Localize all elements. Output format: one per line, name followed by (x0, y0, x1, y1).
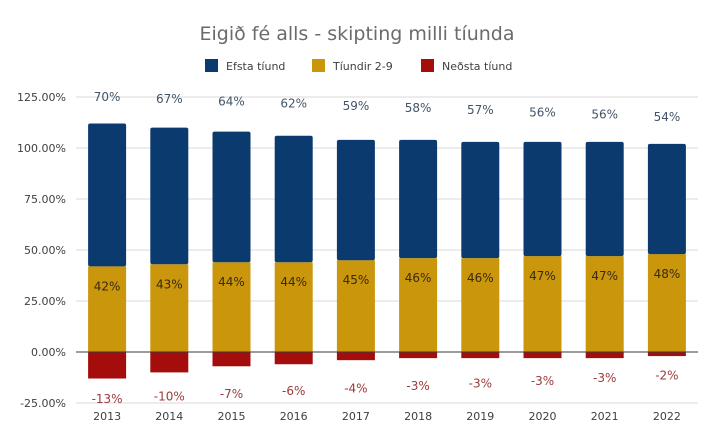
data-label-efsta: 56% (529, 105, 556, 119)
data-label-nedsta: -3% (469, 376, 492, 390)
bar-2020-nedsta (523, 352, 562, 359)
y-tick-label: 0.00% (31, 346, 66, 359)
data-label-tiundir: 42% (94, 279, 121, 293)
bar-2019-efsta (461, 141, 500, 259)
data-label-tiundir: 47% (529, 269, 556, 283)
legend-label-2: Neðsta tíund (442, 60, 512, 73)
bar-2017-nedsta (336, 352, 375, 361)
legend-swatch-1 (312, 59, 325, 72)
bar-2018-tiundir (399, 258, 438, 352)
data-label-tiundir: 44% (218, 275, 245, 289)
bar-2020-tiundir (523, 256, 562, 352)
y-tick-label: 100.00% (17, 142, 66, 155)
bar-2013-efsta (88, 123, 127, 267)
bar-2014-tiundir (150, 264, 189, 352)
bar-2020-efsta (523, 141, 562, 257)
data-label-nedsta: -6% (282, 384, 305, 398)
bar-2019-tiundir (461, 258, 500, 352)
bar-2017-efsta (336, 139, 375, 261)
bar-2017-tiundir (336, 260, 375, 352)
x-tick-label: 2020 (529, 410, 557, 423)
data-label-tiundir: 46% (405, 271, 432, 285)
bar-2016-efsta (274, 135, 313, 263)
bar-2021-nedsta (585, 352, 624, 359)
data-label-nedsta: -13% (92, 392, 123, 406)
data-label-tiundir: 43% (156, 277, 183, 291)
data-label-efsta: 70% (94, 90, 121, 104)
y-tick-label: 125.00% (17, 91, 66, 104)
data-label-efsta: 57% (467, 103, 494, 117)
data-label-nedsta: -3% (593, 371, 616, 385)
bar-2018-nedsta (399, 352, 438, 359)
bar-2015-tiundir (212, 262, 251, 352)
bar-2015-nedsta (212, 352, 251, 367)
bar-2015-efsta (212, 131, 251, 263)
data-label-efsta: 56% (591, 108, 618, 122)
data-label-nedsta: -7% (220, 387, 243, 401)
data-label-tiundir: 48% (654, 267, 681, 281)
bar-2013-tiundir (88, 266, 127, 352)
bar-2016-nedsta (274, 352, 313, 365)
data-label-tiundir: 47% (591, 269, 618, 283)
data-label-tiundir: 45% (343, 273, 370, 287)
bar-2022-nedsta (647, 352, 686, 357)
bars (88, 123, 686, 379)
x-tick-label: 2018 (404, 410, 432, 423)
y-tick-label: -25.00% (20, 397, 66, 410)
bar-2022-tiundir (647, 254, 686, 352)
legend-swatch-2 (421, 59, 434, 72)
x-tick-label: 2013 (93, 410, 121, 423)
bar-2018-efsta (399, 139, 438, 259)
data-label-nedsta: -3% (406, 379, 429, 393)
x-tick-label: 2014 (155, 410, 183, 423)
data-label-nedsta: -4% (344, 382, 367, 396)
chart-title: Eigið fé alls - skipting milli tíunda (199, 23, 514, 45)
bar-2021-tiundir (585, 256, 624, 352)
y-axis: -25.00% 0.00% 25.00% 50.00% 75.00% 100.00% 125… (17, 91, 66, 410)
data-label-tiundir: 44% (280, 275, 307, 289)
x-axis: 2013 2014 2015 2016 2017 2018 2019 2020 2021 2022 (93, 410, 681, 423)
data-label-efsta: 67% (156, 92, 183, 106)
y-tick-label: 75.00% (24, 193, 66, 206)
x-tick-label: 2022 (653, 410, 681, 423)
bar-2022-efsta (647, 143, 686, 255)
bar-2021-efsta (585, 141, 624, 257)
bar-2016-tiundir (274, 262, 313, 352)
bar-2014-nedsta (150, 352, 189, 373)
bar-2014-efsta (150, 127, 189, 265)
data-label-efsta: 62% (280, 97, 307, 111)
bar-2019-nedsta (461, 352, 500, 359)
x-tick-label: 2017 (342, 410, 370, 423)
data-labels: 70% 42% -13% 67% 43% -10% 64% 44% -7% 62% 44% -6% 59… (92, 90, 681, 406)
data-label-tiundir: 46% (467, 271, 494, 285)
data-label-nedsta: -3% (531, 374, 554, 388)
data-label-nedsta: -10% (154, 389, 185, 403)
legend-label-1: Tíundir 2-9 (332, 60, 393, 73)
legend-label-0: Efsta tíund (226, 60, 285, 73)
legend: Efsta tíund Tíundir 2-9 Neðsta tíund (205, 59, 512, 73)
data-label-efsta: 54% (654, 110, 681, 124)
bar-2013-nedsta (88, 352, 127, 379)
y-tick-label: 25.00% (24, 295, 66, 308)
data-label-nedsta: -2% (655, 369, 678, 383)
data-label-efsta: 59% (343, 99, 370, 113)
legend-swatch-0 (205, 59, 218, 72)
x-tick-label: 2016 (280, 410, 308, 423)
y-tick-label: 50.00% (24, 244, 66, 257)
x-tick-label: 2019 (466, 410, 494, 423)
data-label-efsta: 58% (405, 101, 432, 115)
x-tick-label: 2015 (218, 410, 246, 423)
data-label-efsta: 64% (218, 94, 245, 108)
x-tick-label: 2021 (591, 410, 619, 423)
